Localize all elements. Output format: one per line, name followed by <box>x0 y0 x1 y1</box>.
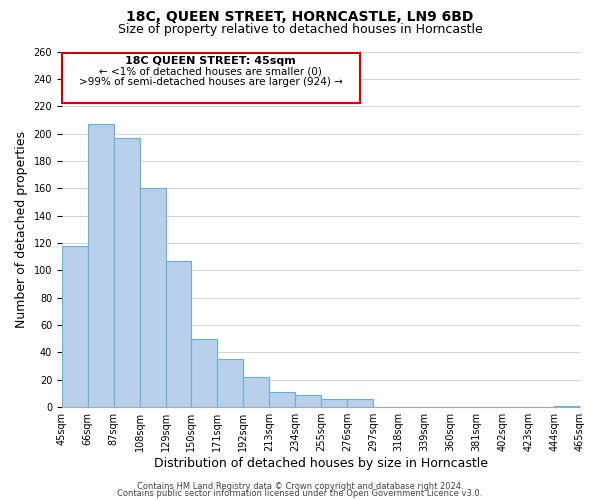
X-axis label: Distribution of detached houses by size in Horncastle: Distribution of detached houses by size … <box>154 457 488 470</box>
Bar <box>554 406 580 407</box>
Text: Contains public sector information licensed under the Open Government Licence v3: Contains public sector information licen… <box>118 489 482 498</box>
Bar <box>243 377 269 407</box>
Text: Contains HM Land Registry data © Crown copyright and database right 2024.: Contains HM Land Registry data © Crown c… <box>137 482 463 491</box>
Bar <box>114 138 140 407</box>
Text: >99% of semi-detached houses are larger (924) →: >99% of semi-detached houses are larger … <box>79 78 343 88</box>
Text: 18C QUEEN STREET: 45sqm: 18C QUEEN STREET: 45sqm <box>125 56 296 66</box>
Bar <box>166 260 191 407</box>
Text: Size of property relative to detached houses in Horncastle: Size of property relative to detached ho… <box>118 22 482 36</box>
Bar <box>191 338 217 407</box>
Bar <box>62 246 88 407</box>
Bar <box>321 399 347 407</box>
Bar <box>347 399 373 407</box>
FancyBboxPatch shape <box>62 53 360 104</box>
Bar <box>295 395 321 407</box>
Bar <box>140 188 166 407</box>
Text: 18C, QUEEN STREET, HORNCASTLE, LN9 6BD: 18C, QUEEN STREET, HORNCASTLE, LN9 6BD <box>127 10 473 24</box>
Bar <box>269 392 295 407</box>
Y-axis label: Number of detached properties: Number of detached properties <box>15 131 28 328</box>
Bar <box>88 124 114 407</box>
Bar <box>217 359 243 407</box>
Text: ← <1% of detached houses are smaller (0): ← <1% of detached houses are smaller (0) <box>100 66 322 76</box>
